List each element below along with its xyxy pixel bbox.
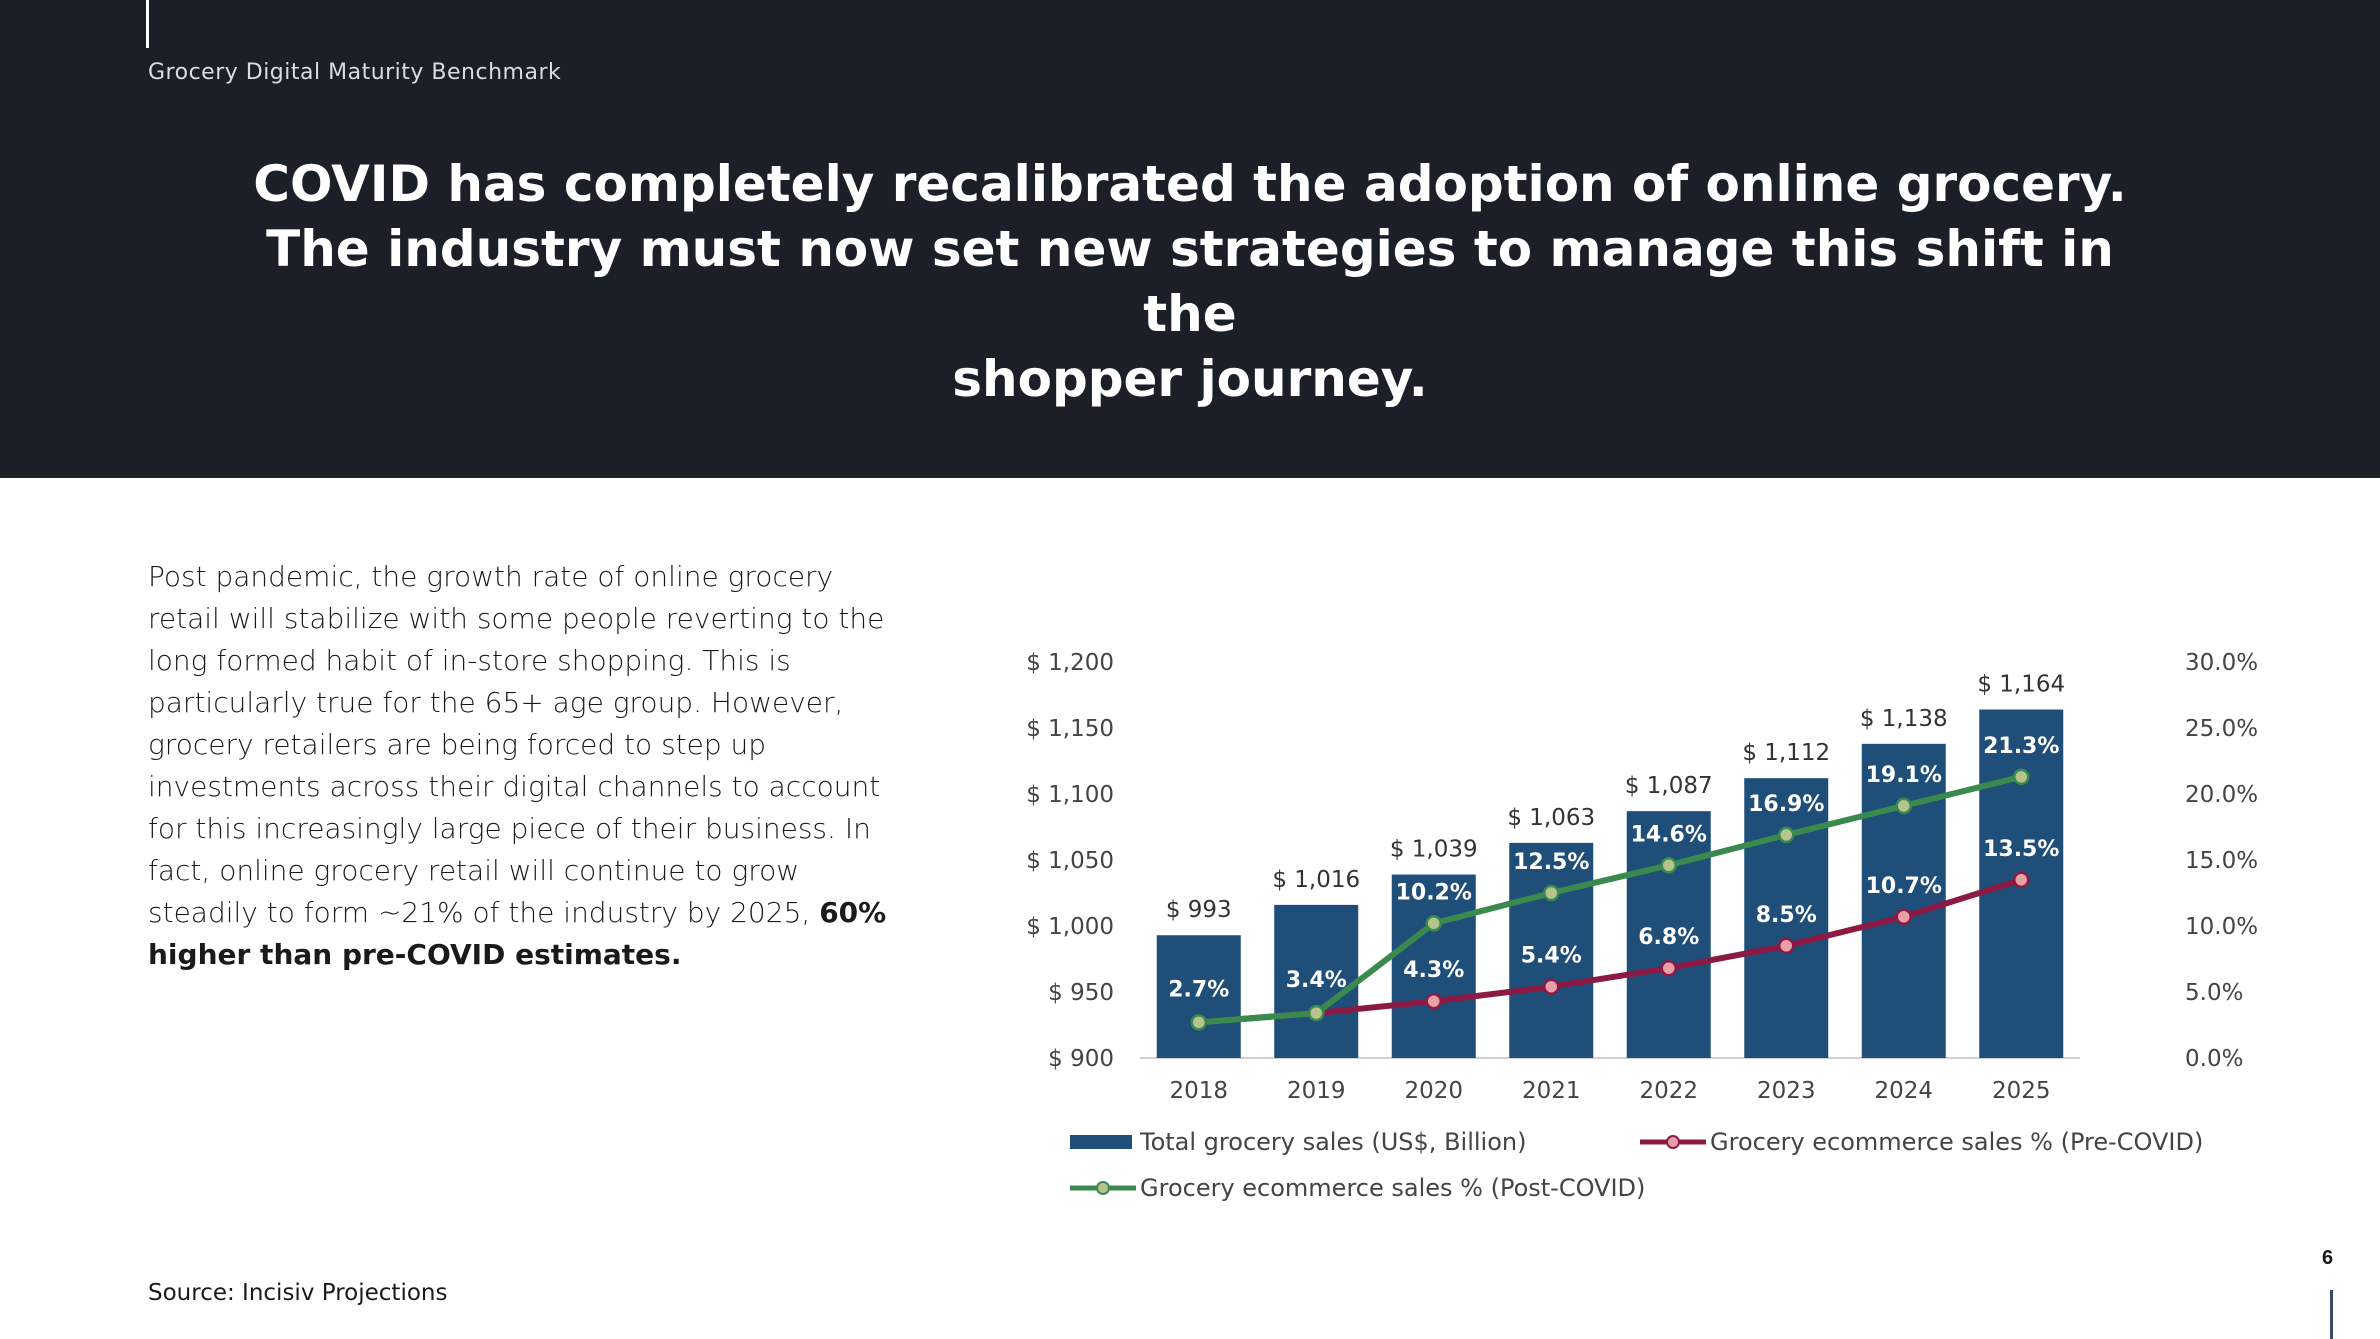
bar-value-label: $ 1,112 bbox=[1742, 740, 1830, 766]
point-pre-covid bbox=[1895, 908, 1912, 926]
legend-swatch-bar bbox=[1070, 1135, 1132, 1149]
data-label-pre-covid: 8.5% bbox=[1756, 903, 1817, 928]
data-label-post-covid: 2.7% bbox=[1168, 977, 1229, 1002]
data-label-post-covid: 21.3% bbox=[1983, 734, 2059, 759]
bar-value-label: $ 993 bbox=[1166, 897, 1232, 923]
data-label-post-covid: 16.9% bbox=[1748, 792, 1824, 817]
bar-2022 bbox=[1626, 811, 1711, 1058]
y-left-tick-label: $ 1,000 bbox=[1026, 914, 1114, 940]
data-label-pre-covid: 4.3% bbox=[1403, 958, 1464, 983]
data-label-post-covid: 14.6% bbox=[1631, 822, 1707, 847]
x-tick-label: 2025 bbox=[1992, 1078, 2051, 1104]
body-paragraph-text: Post pandemic, the growth rate of online… bbox=[148, 560, 885, 929]
point-post-covid bbox=[1895, 797, 1912, 815]
source-note: Source: Incisiv Projections bbox=[148, 1280, 448, 1306]
y-left-tick-label: $ 1,150 bbox=[1026, 716, 1114, 742]
bar-2019 bbox=[1274, 904, 1359, 1058]
legend-label-total-sales: Total grocery sales (US$, Billion) bbox=[1140, 1128, 1527, 1156]
legend-item-total-sales: Total grocery sales (US$, Billion) bbox=[1070, 1128, 1526, 1156]
bar-2018 bbox=[1156, 935, 1241, 1058]
y-right-tick-label: 30.0% bbox=[2185, 650, 2258, 676]
point-post-covid bbox=[1778, 826, 1795, 844]
data-label-post-covid: 19.1% bbox=[1866, 763, 1942, 788]
headline-line-3: shopper journey. bbox=[952, 350, 1428, 408]
data-label-pre-covid: 10.7% bbox=[1866, 874, 1942, 899]
body-paragraph: Post pandemic, the growth rate of online… bbox=[148, 556, 888, 976]
y-left-tick-label: $ 950 bbox=[1048, 980, 1114, 1006]
point-post-covid bbox=[1308, 1004, 1325, 1022]
body-paragraph-emphasis: 60% higher than pre-COVID estimates. bbox=[148, 896, 887, 971]
page-number: 6 bbox=[2322, 1247, 2334, 1269]
data-label-pre-covid: 6.8% bbox=[1638, 925, 1699, 950]
point-post-covid bbox=[1543, 884, 1560, 902]
x-tick-label: 2024 bbox=[1874, 1078, 1933, 1104]
header-accent-line bbox=[146, 0, 149, 48]
point-pre-covid bbox=[2013, 871, 2030, 889]
line-pre-covid bbox=[1198, 876, 2023, 1026]
y-right-tick-label: 15.0% bbox=[2185, 848, 2258, 874]
x-tick-label: 2022 bbox=[1639, 1078, 1698, 1104]
point-post-covid bbox=[2013, 768, 2030, 786]
headline-line-2: The industry must now set new strategies… bbox=[266, 220, 2114, 343]
bar-2023 bbox=[1744, 778, 1829, 1058]
point-pre-covid bbox=[1660, 959, 1677, 977]
bar-value-label: $ 1,138 bbox=[1860, 706, 1948, 732]
data-label-pre-covid: 5.4% bbox=[1521, 944, 1582, 969]
x-tick-label: 2018 bbox=[1169, 1078, 1228, 1104]
y-left-tick-label: $ 900 bbox=[1048, 1046, 1114, 1072]
bar-value-label: $ 1,039 bbox=[1390, 837, 1478, 863]
legend-label-post-covid: Grocery ecommerce sales % (Post-COVID) bbox=[1140, 1174, 1646, 1202]
y-right-tick-label: 5.0% bbox=[2185, 980, 2243, 1006]
point-pre-covid bbox=[1425, 992, 1442, 1010]
y-left-tick-label: $ 1,200 bbox=[1026, 650, 1114, 676]
bar-value-label: $ 1,087 bbox=[1625, 773, 1713, 799]
point-post-covid bbox=[1190, 1014, 1207, 1031]
y-right-tick-label: 10.0% bbox=[2185, 914, 2258, 940]
sales-chart: $ 900 $ 950 $ 1,000 $ 1,050 $ 1,100 $ 1,150 $ … bbox=[1026, 650, 2258, 1104]
data-label-post-covid: 3.4% bbox=[1286, 968, 1347, 993]
bar-value-label: $ 1,164 bbox=[1977, 672, 2065, 698]
legend-item-post-covid: Grocery ecommerce sales % (Post-COVID) bbox=[1070, 1174, 1645, 1202]
point-post-covid bbox=[1660, 857, 1677, 874]
legend-swatch-pre-covid bbox=[1640, 1135, 1706, 1149]
bar-2024 bbox=[1861, 743, 1946, 1058]
bar-value-label: $ 1,063 bbox=[1507, 805, 1595, 831]
data-label-post-covid: 10.2% bbox=[1396, 880, 1472, 905]
legend-swatch-post-covid bbox=[1070, 1181, 1136, 1195]
header-band: Grocery Digital Maturity Benchmark COVID… bbox=[0, 0, 2380, 478]
point-post-covid bbox=[1425, 915, 1442, 932]
y-right-tick-label: 25.0% bbox=[2185, 716, 2258, 742]
page-headline: COVID has completely recalibrated the ad… bbox=[240, 152, 2140, 412]
headline-line-1: COVID has completely recalibrated the ad… bbox=[253, 155, 2127, 213]
x-tick-label: 2021 bbox=[1522, 1078, 1581, 1104]
x-tick-label: 2019 bbox=[1287, 1078, 1346, 1104]
point-pre-covid bbox=[1778, 937, 1795, 955]
bar-2021 bbox=[1509, 842, 1594, 1058]
section-label: Grocery Digital Maturity Benchmark bbox=[148, 60, 562, 85]
legend-label-pre-covid: Grocery ecommerce sales % (Pre-COVID) bbox=[1710, 1128, 2204, 1156]
x-tick-label: 2023 bbox=[1757, 1078, 1816, 1104]
y-left-tick-label: $ 1,050 bbox=[1026, 848, 1114, 874]
line-post-covid bbox=[1198, 773, 2022, 1026]
page-accent-line bbox=[2330, 1290, 2333, 1339]
bar-2020 bbox=[1391, 874, 1476, 1058]
legend-item-pre-covid: Grocery ecommerce sales % (Pre-COVID) bbox=[1640, 1128, 2203, 1156]
bar-value-label: $ 1,016 bbox=[1272, 867, 1360, 893]
y-right-tick-label: 0.0% bbox=[2185, 1046, 2243, 1072]
y-right-tick-label: 20.0% bbox=[2185, 782, 2258, 808]
point-pre-covid bbox=[1543, 978, 1560, 995]
y-left-tick-label: $ 1,100 bbox=[1026, 782, 1114, 808]
data-label-post-covid: 12.5% bbox=[1513, 850, 1589, 875]
data-label-pre-covid: 13.5% bbox=[1983, 837, 2059, 862]
x-tick-label: 2020 bbox=[1404, 1078, 1463, 1104]
